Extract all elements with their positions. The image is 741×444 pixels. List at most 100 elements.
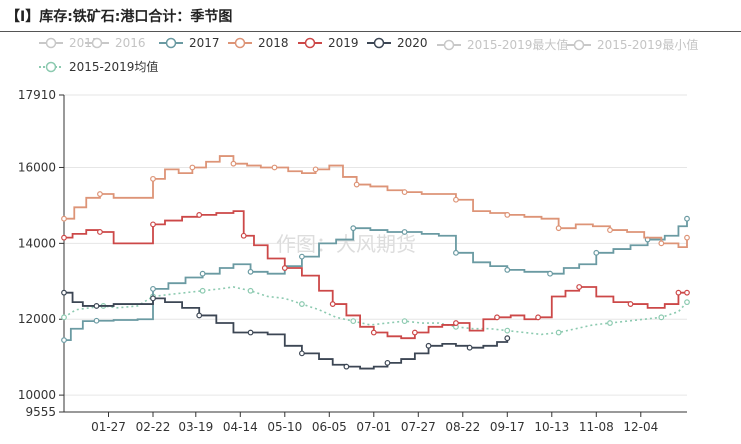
x-tick-label: 04-14 — [223, 420, 258, 434]
legend-item-4[interactable]: 2019 — [297, 36, 359, 50]
data-point — [196, 312, 203, 319]
data-point — [150, 295, 156, 302]
legend: 2015 2016 2017 2018 2019 2020 2015-2019最大值 2015… — [0, 34, 741, 80]
data-point — [350, 225, 357, 232]
data-point — [247, 287, 254, 294]
series-line — [64, 210, 687, 340]
x-tick-label: 08-22 — [445, 420, 480, 434]
data-point — [466, 344, 473, 351]
data-point — [401, 318, 408, 325]
series-2015-2019均值 — [61, 286, 690, 336]
data-point — [150, 175, 156, 182]
series-2020 — [61, 289, 511, 370]
data-point — [312, 166, 319, 173]
data-point — [189, 164, 196, 171]
data-point — [329, 301, 336, 307]
data-point — [494, 314, 500, 321]
data-point — [411, 329, 418, 336]
data-point — [607, 227, 613, 233]
data-point — [199, 287, 206, 294]
y-tick-label: 12000 — [18, 312, 56, 326]
legend-item-5[interactable]: 2020 — [366, 36, 428, 50]
legend-item-1[interactable]: 2016 — [84, 36, 146, 50]
x-tick-label: 07-27 — [401, 420, 436, 434]
chart-title: 【I】库存:铁矿石:港口合计：季节图 — [6, 9, 233, 25]
data-point — [93, 303, 100, 309]
data-point — [401, 229, 408, 235]
data-point — [384, 359, 391, 366]
data-point — [299, 350, 305, 357]
legend-item-6[interactable]: 2015-2019最大值 — [436, 36, 568, 53]
legend-swatch-icon — [39, 61, 63, 72]
legend-item-7[interactable]: 2015-2019最小值 — [566, 36, 698, 53]
legend-swatch-icon — [228, 37, 252, 49]
data-point — [504, 327, 511, 334]
data-point — [504, 267, 511, 273]
data-point — [684, 215, 690, 222]
x-tick-label: 10-13 — [534, 420, 569, 434]
data-point — [593, 249, 600, 256]
x-tick-label: 05-10 — [267, 420, 302, 434]
data-point — [61, 234, 67, 241]
legend-label: 2015-2019最小值 — [597, 38, 699, 52]
data-point — [150, 285, 156, 292]
legend-swatch-icon — [567, 39, 591, 50]
series-line — [64, 218, 688, 342]
y-tick-label: 9555 — [25, 405, 56, 419]
x-tick-label: 07-01 — [356, 420, 391, 434]
data-point — [658, 240, 665, 247]
x-tick-label: 12-04 — [623, 420, 658, 434]
data-point — [199, 270, 206, 277]
data-point — [453, 320, 459, 326]
legend-item-0[interactable]: 2015 — [38, 36, 100, 50]
x-tick-label: 03-19 — [178, 420, 213, 434]
data-point — [684, 289, 690, 296]
data-point — [555, 225, 562, 232]
legend-label: 2020 — [397, 36, 428, 50]
legend-item-3[interactable]: 2018 — [227, 36, 289, 50]
data-point — [401, 189, 408, 196]
y-tick-label: 14000 — [18, 236, 56, 250]
watermark-text: 作图：大风期货 — [276, 232, 416, 256]
legend-swatch-icon — [85, 37, 109, 49]
data-point — [607, 320, 613, 326]
data-point — [61, 215, 67, 222]
legend-label: 2015 — [69, 36, 100, 50]
data-point — [675, 289, 682, 296]
legend-item-2[interactable]: 2017 — [158, 36, 220, 50]
data-point — [627, 301, 634, 307]
x-tick-label: 11-08 — [579, 420, 614, 434]
legend-item-8[interactable]: 2015-2019均值 — [38, 58, 158, 75]
data-point — [281, 265, 288, 271]
legend-swatch-icon — [159, 37, 183, 49]
data-point — [247, 268, 254, 275]
x-tick-label: 02-22 — [136, 420, 171, 434]
data-point — [299, 301, 305, 307]
legend-label: 2018 — [258, 36, 289, 50]
data-point — [150, 221, 156, 228]
data-point — [370, 329, 377, 336]
data-point — [61, 337, 67, 344]
legend-label: 2015-2019最大值 — [467, 38, 569, 52]
y-tick-label: 17910 — [18, 88, 56, 102]
x-tick-label: 06-05 — [312, 420, 347, 434]
data-point — [61, 289, 67, 296]
data-point — [230, 160, 237, 167]
legend-label: 2015-2019均值 — [69, 60, 159, 74]
legend-swatch-icon — [298, 37, 322, 49]
series-line — [64, 155, 688, 249]
legend-swatch-icon — [437, 39, 461, 50]
data-point — [547, 270, 553, 277]
data-point — [97, 191, 103, 197]
y-tick-label: 10000 — [18, 388, 56, 402]
data-point — [247, 329, 254, 336]
data-point — [343, 363, 350, 370]
data-point — [504, 211, 511, 218]
data-point — [576, 284, 583, 290]
data-point — [504, 335, 511, 342]
data-point — [97, 229, 103, 235]
series-2019 — [61, 210, 690, 340]
legend-label: 2019 — [328, 36, 359, 50]
data-point — [684, 234, 690, 241]
